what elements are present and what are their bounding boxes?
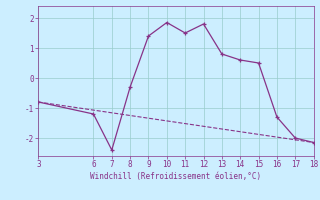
X-axis label: Windchill (Refroidissement éolien,°C): Windchill (Refroidissement éolien,°C) (91, 172, 261, 181)
